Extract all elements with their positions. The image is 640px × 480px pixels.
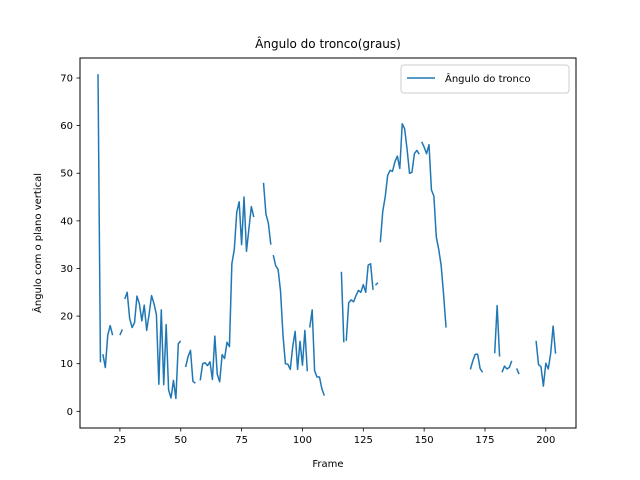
series-line-segment: [374, 282, 379, 286]
x-tick-label: 200: [536, 435, 555, 446]
legend: Ângulo do tronco: [400, 64, 570, 94]
y-tick-label: 20: [60, 312, 73, 323]
series-line-segment: [501, 360, 513, 373]
y-tick-label: 30: [60, 264, 73, 275]
series-line-segment: [345, 262, 374, 341]
x-axis-ticks: 25 50 75 100 125 150 175 200: [114, 428, 555, 446]
x-tick-label: 125: [354, 435, 373, 446]
series-line-segment: [199, 196, 255, 383]
series-line-segment: [340, 271, 345, 343]
x-axis-label: Frame: [312, 459, 343, 470]
x-tick-label: 100: [293, 435, 312, 446]
series-line-segment: [97, 74, 102, 363]
series-line-segment: [515, 368, 520, 375]
plot-area: [97, 74, 557, 400]
y-tick-label: 70: [60, 74, 73, 85]
series-line-segment: [184, 349, 196, 384]
series-line-segment: [379, 122, 420, 243]
series-line-segment: [102, 324, 114, 369]
x-tick-label: 150: [415, 435, 434, 446]
series-line-segment: [124, 291, 182, 400]
x-tick-label: 75: [235, 435, 248, 446]
series-line-segment: [469, 353, 484, 373]
y-tick-label: 50: [60, 169, 73, 180]
legend-label: Ângulo do tronco: [445, 72, 530, 85]
series-line-segment: [119, 329, 124, 336]
series-line-segment: [493, 304, 501, 357]
axes-frame: [79, 57, 577, 429]
legend-box: [400, 64, 570, 94]
series-line-segment: [309, 309, 326, 396]
chart-title: Ângulo do tronco(graus): [255, 36, 401, 51]
x-tick-label: 50: [174, 435, 187, 446]
y-tick-label: 40: [60, 216, 73, 227]
y-axis-ticks: 0 10 20 30 40 50 60 70: [60, 74, 80, 418]
y-tick-label: 60: [60, 121, 73, 132]
x-tick-label: 175: [475, 435, 494, 446]
series-line-segment: [421, 141, 447, 328]
series-line-segment: [272, 254, 309, 372]
y-axis-label: Ângulo com o plano vertical: [31, 173, 44, 313]
x-tick-label: 25: [114, 435, 127, 446]
y-tick-label: 0: [67, 407, 73, 418]
y-tick-label: 10: [60, 359, 73, 370]
series-line-segment: [262, 182, 272, 245]
series-line-segment: [535, 325, 557, 387]
